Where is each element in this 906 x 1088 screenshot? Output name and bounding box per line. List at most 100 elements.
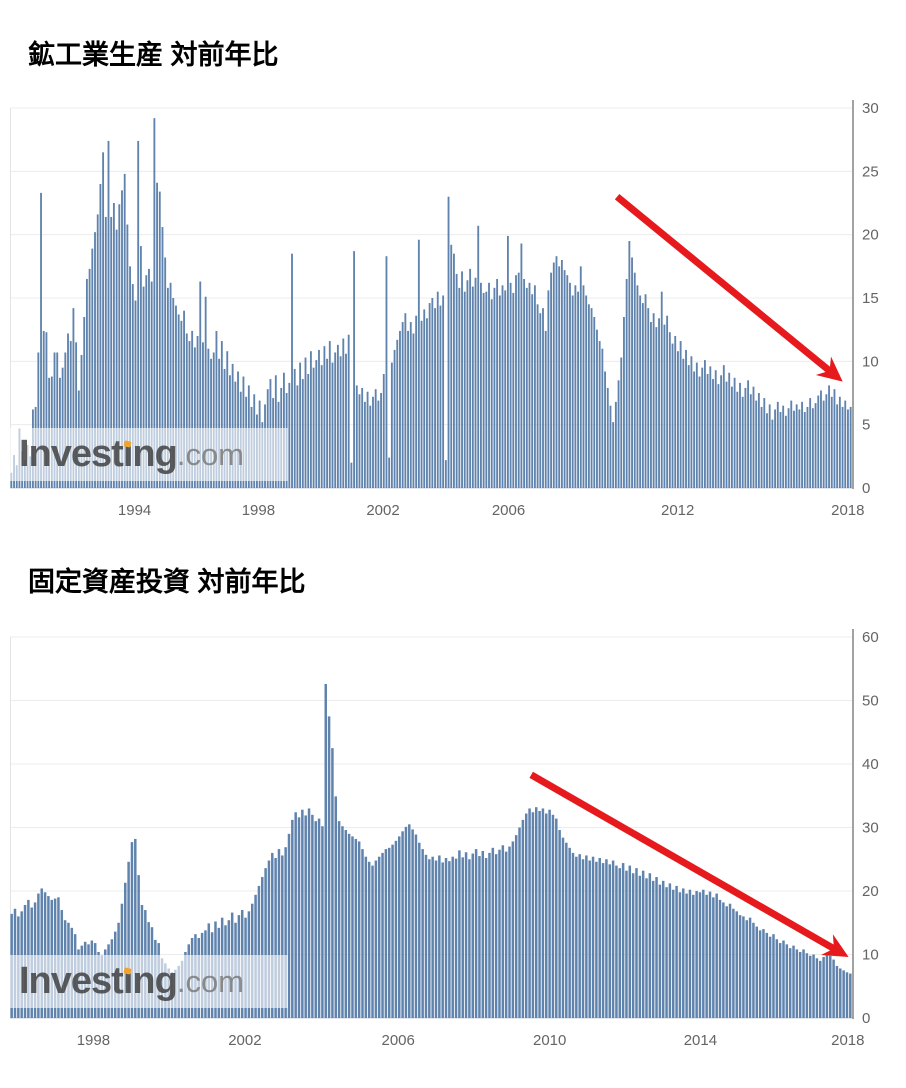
bar: [663, 324, 666, 488]
bar: [291, 819, 294, 1018]
bar: [50, 376, 53, 488]
bar: [795, 404, 798, 488]
bar: [220, 341, 223, 488]
bar: [565, 842, 568, 1018]
bar: [815, 958, 819, 1018]
bar: [218, 358, 221, 488]
bar: [150, 927, 154, 1018]
bar: [377, 400, 380, 488]
bar: [53, 352, 56, 488]
bar: [67, 333, 69, 488]
y-tick-label: 5: [862, 417, 870, 434]
bar: [631, 873, 635, 1018]
bar: [760, 406, 763, 488]
x-tick-label: 2018: [831, 502, 864, 519]
bar: [160, 958, 164, 1018]
bar: [20, 911, 23, 1018]
trend-arrow-shaft: [614, 193, 834, 375]
bar: [277, 401, 280, 488]
y-tick-label: 60: [862, 629, 879, 646]
bar: [835, 965, 839, 1018]
bar: [180, 320, 183, 488]
bar: [164, 963, 167, 1018]
bar: [223, 368, 226, 488]
bar: [323, 346, 326, 488]
bar: [678, 892, 682, 1018]
bar: [73, 934, 77, 1018]
bar: [309, 351, 312, 488]
bar: [755, 400, 758, 488]
bar: [188, 341, 191, 488]
bar: [817, 395, 820, 488]
bar: [388, 457, 391, 488]
bar: [471, 286, 474, 488]
bar: [517, 272, 520, 488]
bar: [566, 275, 569, 488]
bar: [702, 889, 705, 1018]
x-tick-label: 1998: [77, 1032, 110, 1049]
bar: [461, 857, 464, 1018]
bar: [650, 322, 652, 488]
chart-title-fixed-asset-investment: 固定資産投資 対前年比: [28, 567, 306, 597]
bar: [423, 309, 426, 488]
bar: [127, 861, 130, 1018]
bar: [480, 282, 482, 488]
bar: [463, 291, 466, 488]
bar: [204, 930, 207, 1018]
bar: [805, 953, 809, 1018]
bar: [404, 826, 408, 1018]
bar: [57, 897, 60, 1018]
bar: [434, 860, 438, 1018]
bar: [498, 295, 501, 488]
bar: [374, 389, 377, 488]
bar: [185, 333, 188, 488]
bar: [771, 419, 774, 488]
bar: [509, 282, 512, 488]
bar: [117, 922, 120, 1018]
bar: [545, 813, 548, 1018]
bar: [608, 864, 611, 1018]
bar: [40, 192, 42, 488]
bar: [601, 348, 604, 488]
bar: [453, 253, 455, 488]
bar: [257, 885, 261, 1018]
bar: [118, 204, 121, 488]
y-tick-label: 10: [862, 353, 879, 370]
bar: [60, 910, 64, 1018]
bar: [795, 949, 799, 1018]
bar: [180, 960, 184, 1018]
bar: [231, 363, 234, 488]
y-tick-label: 15: [862, 290, 879, 307]
bar: [617, 380, 620, 488]
bar: [488, 852, 491, 1018]
bar: [730, 386, 733, 488]
bar: [695, 362, 698, 488]
bar: [254, 894, 257, 1018]
bar: [334, 352, 337, 488]
bar: [625, 279, 628, 488]
bar: [496, 279, 499, 488]
bar: [482, 292, 485, 488]
bar: [417, 239, 420, 488]
bar: [285, 393, 288, 488]
bar: [367, 861, 371, 1018]
bar: [593, 317, 596, 488]
bar: [15, 465, 18, 488]
bar: [237, 915, 241, 1018]
bar: [297, 817, 301, 1018]
bar: [197, 937, 201, 1018]
bar: [652, 313, 655, 488]
bar: [420, 320, 423, 488]
bar: [774, 409, 777, 488]
bar: [63, 920, 67, 1018]
bar: [253, 394, 256, 488]
bar: [412, 333, 415, 488]
bar: [266, 389, 269, 488]
bar: [70, 927, 74, 1018]
bar: [574, 285, 577, 488]
bar: [571, 295, 574, 488]
bar: [585, 295, 588, 488]
bar: [701, 367, 704, 488]
bar: [830, 396, 833, 488]
